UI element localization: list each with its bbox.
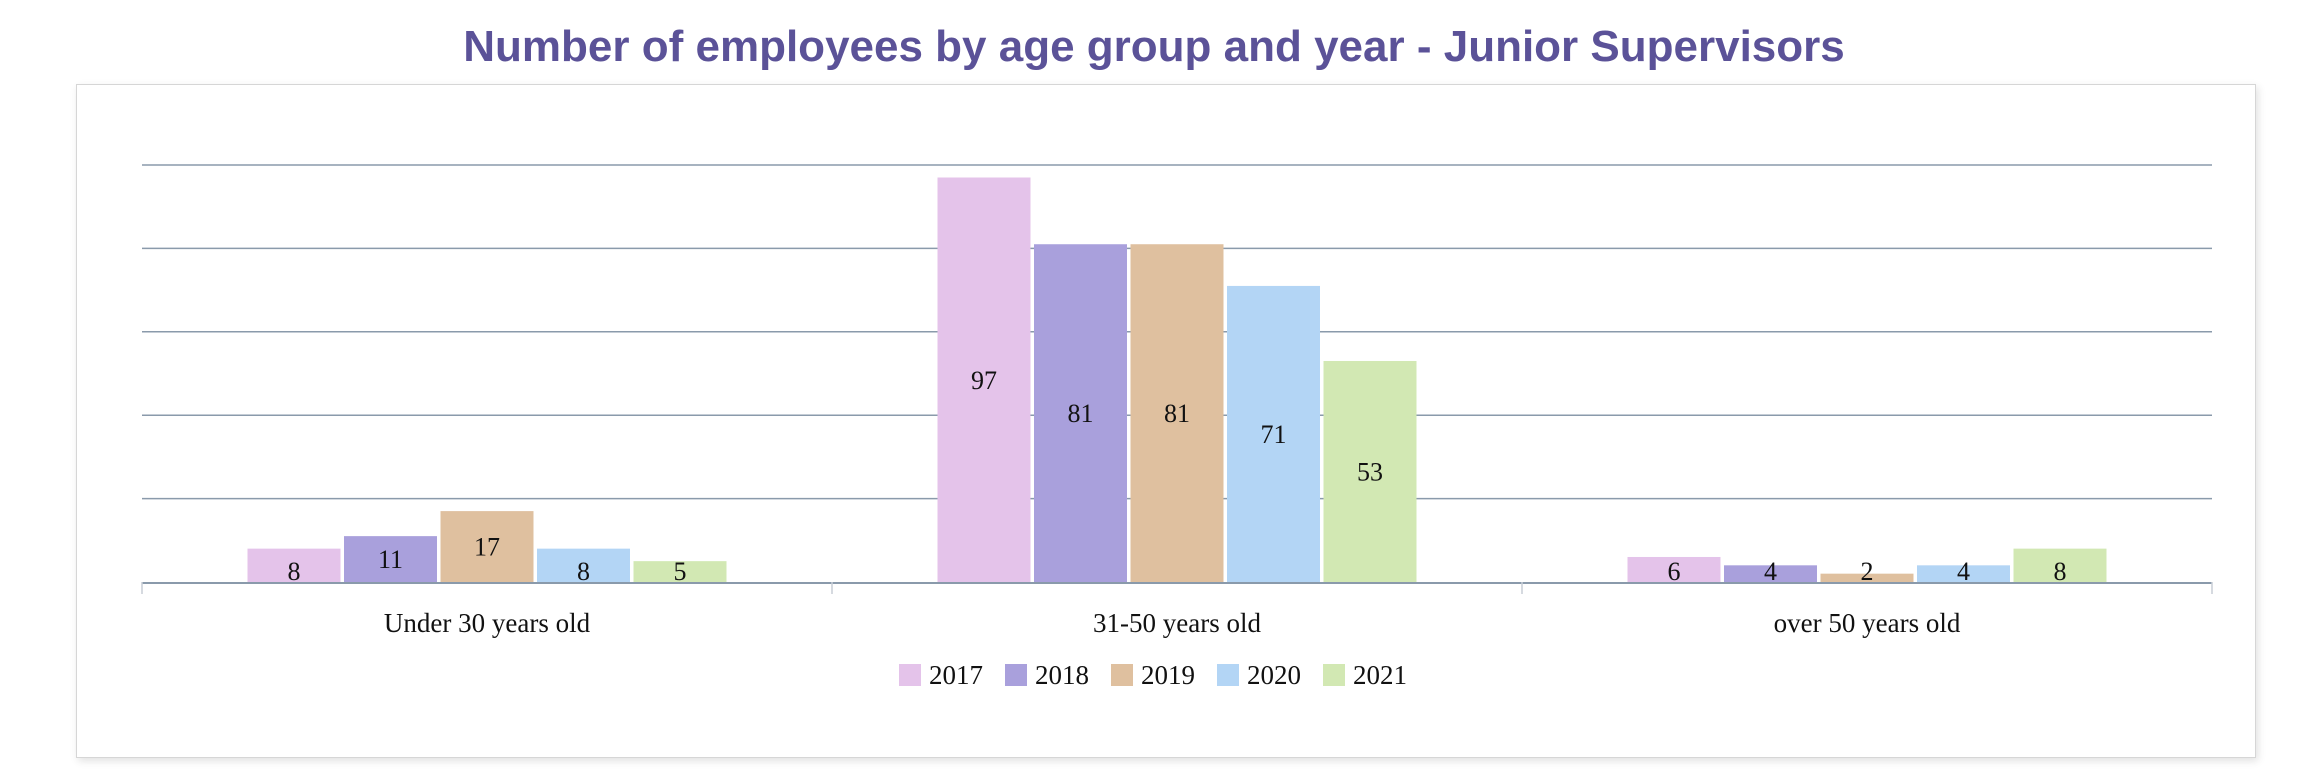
data-label: 53 [1357,457,1383,486]
bar [1917,565,2010,582]
x-tick-label: over 50 years old [1774,608,1961,638]
bar [2013,548,2107,582]
bar [537,548,630,582]
bar [1627,556,1721,582]
data-label: 4 [1957,557,1970,586]
legend-swatch [1111,664,1133,686]
legend-label: 2021 [1353,660,1407,690]
data-label: 5 [674,557,687,586]
legend-label: 2017 [929,660,983,690]
legend-swatch [1005,664,1027,686]
x-tick-label: 31-50 years old [1093,608,1261,638]
bar [1227,285,1320,582]
x-tick-label: Under 30 years old [384,608,591,638]
bar [1820,573,1914,582]
data-label: 8 [2054,557,2067,586]
bar [344,536,437,582]
bar [1724,565,1817,582]
data-label: 81 [1164,399,1190,428]
legend-label: 2018 [1035,660,1089,690]
data-label: 81 [1068,399,1094,428]
bar [1323,360,1417,582]
data-label: 8 [577,557,590,586]
data-label: 6 [1668,557,1681,586]
data-label: 97 [971,366,997,395]
legend-label: 2020 [1247,660,1301,690]
legend-swatch [1323,664,1345,686]
legend-swatch [1217,664,1239,686]
legend-label: 2019 [1141,660,1195,690]
chart-title: Number of employees by age group and yea… [463,22,1845,71]
bar [1130,244,1224,583]
bar [1034,244,1127,583]
x-axis: Under 30 years old 31-50 years old over 50… [141,582,2213,638]
bar [247,548,341,582]
data-label: 71 [1261,420,1287,449]
bar [633,561,727,582]
data-label: 2 [1861,557,1874,586]
data-label: 11 [378,545,403,574]
legend: 2017 2018 2019 2020 2021 [899,660,1407,690]
data-label: 17 [474,533,500,562]
legend-swatch [899,664,921,686]
data-label: 8 [288,557,301,586]
data-label: 4 [1764,557,1777,586]
bar [440,511,534,582]
bars: 8 11 17 8 5 97 81 81 71 53 6 4 2 4 8 [247,177,2107,586]
bar [937,177,1031,582]
